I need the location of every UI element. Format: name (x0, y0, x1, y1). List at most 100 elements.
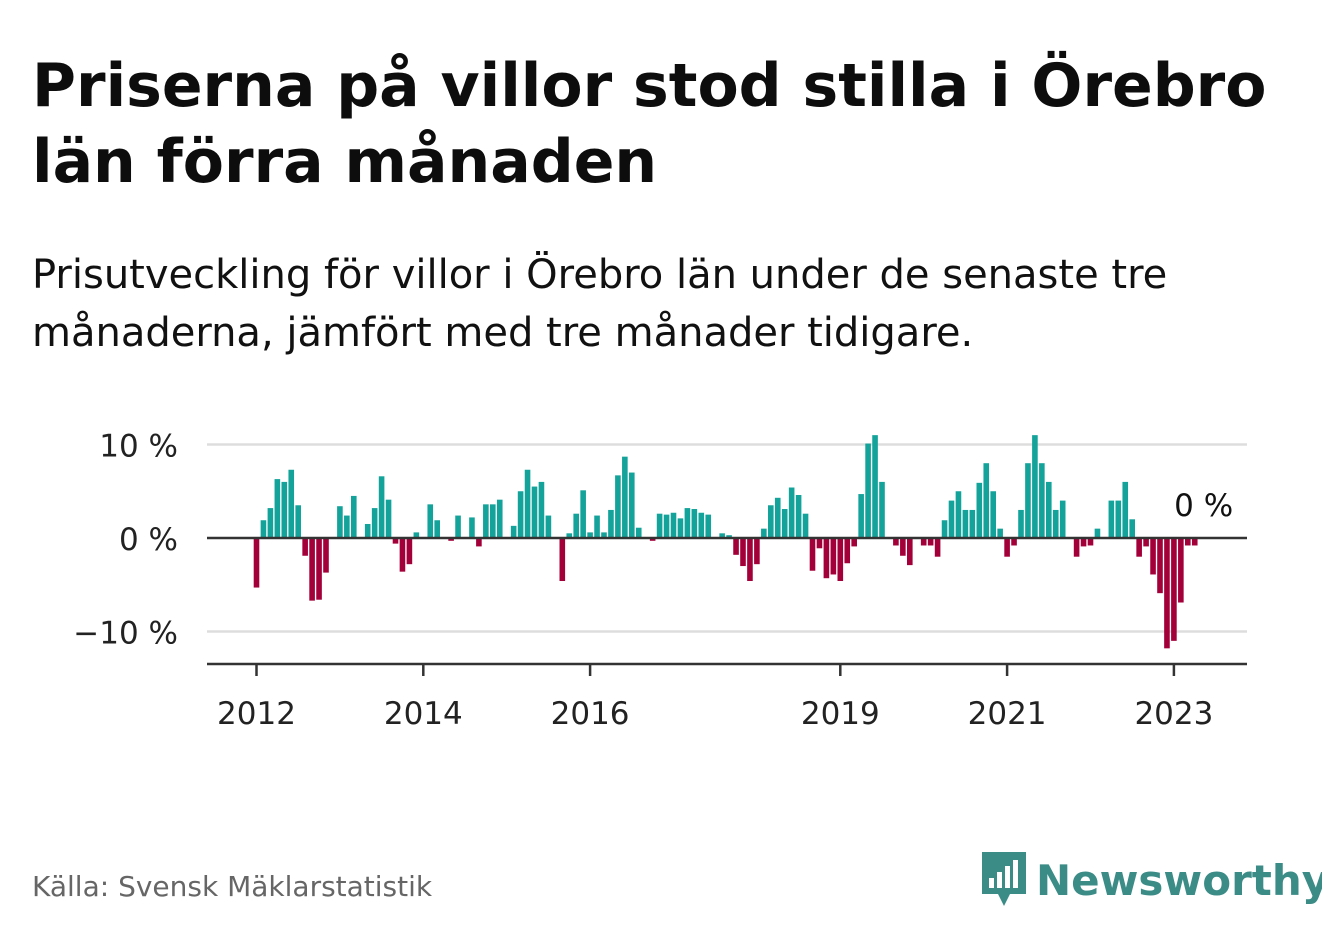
bar (1046, 481, 1052, 538)
bar (455, 515, 461, 538)
bar (490, 504, 496, 538)
bar (573, 513, 579, 538)
bar (351, 495, 357, 538)
bar (830, 538, 837, 575)
bar (802, 513, 809, 538)
bar (774, 497, 781, 538)
bar (781, 509, 788, 538)
bar (302, 538, 308, 556)
bar (955, 491, 962, 538)
bar (962, 509, 969, 538)
bar (788, 487, 795, 538)
bar (295, 505, 301, 538)
bar (761, 528, 767, 538)
bar (448, 538, 454, 541)
bar (1039, 463, 1045, 538)
x-tick-label: 2023 (1134, 696, 1213, 732)
bar (795, 494, 802, 538)
bar (983, 463, 990, 538)
bar (635, 527, 642, 538)
bar (934, 538, 941, 557)
bar (941, 520, 948, 538)
bar (316, 538, 322, 600)
bar (1143, 538, 1149, 547)
bar (684, 508, 691, 538)
chart-title: Priserna på villor stod stilla i Örebro … (32, 51, 1267, 197)
bar (663, 514, 670, 539)
bar (698, 512, 705, 538)
bar (900, 538, 906, 556)
bar (670, 512, 677, 538)
newsworthy-logo-icon (982, 852, 1026, 906)
brand-logo: Newsworthy (980, 850, 1322, 910)
bar (740, 538, 746, 567)
bar (816, 538, 823, 549)
bar (580, 490, 586, 538)
bar (476, 538, 482, 547)
bar (483, 504, 489, 538)
bar (990, 491, 996, 538)
bar (1011, 538, 1017, 546)
bar (997, 528, 1003, 538)
chart-subtitle: Prisutveckling för villor i Örebro län u… (32, 252, 1168, 356)
bar (622, 456, 628, 538)
bar (559, 538, 566, 582)
bar (1080, 538, 1087, 547)
bar (615, 475, 621, 538)
bar (274, 479, 281, 538)
bar (392, 538, 399, 544)
bar (649, 538, 656, 541)
x-tick-label: 2014 (384, 696, 463, 732)
gridlines (207, 443, 1247, 633)
bar (1004, 538, 1010, 557)
bar (733, 538, 739, 555)
bar (823, 538, 830, 579)
bar (726, 535, 732, 538)
bar (281, 481, 288, 538)
x-tick-label: 2016 (551, 696, 630, 732)
bar (364, 523, 371, 538)
bar (288, 469, 295, 538)
bar (587, 532, 593, 538)
source-note: Källa: Svensk Mäklarstatistik (32, 870, 433, 903)
bar (629, 472, 635, 538)
bar (1018, 509, 1024, 538)
bar (872, 435, 878, 538)
bar (809, 538, 816, 571)
bar (594, 515, 600, 538)
bar (1129, 519, 1135, 538)
bar (1094, 528, 1101, 538)
bar (260, 520, 267, 538)
x-tick-label: 2012 (217, 696, 296, 732)
bar (1087, 538, 1094, 546)
bar (747, 538, 753, 582)
bar (538, 481, 545, 538)
y-tick-label: 10 % (99, 429, 178, 465)
bar (510, 525, 517, 538)
bar (385, 499, 392, 538)
bar (1178, 538, 1184, 603)
bar (434, 520, 440, 538)
bar (1157, 538, 1163, 594)
bar (858, 494, 864, 538)
bar (1059, 500, 1066, 538)
bar (754, 538, 760, 565)
bar (927, 538, 934, 546)
bar (1073, 538, 1080, 557)
bar (337, 506, 343, 538)
bar (656, 513, 663, 538)
bar (851, 538, 857, 547)
y-tick-label: 0 % (119, 522, 178, 558)
bar (566, 533, 573, 538)
bar (976, 482, 983, 538)
bar (948, 500, 955, 538)
bar (844, 538, 851, 564)
bar (920, 538, 927, 546)
bar (1191, 538, 1198, 546)
bar (378, 476, 385, 538)
bar-chart: 10 % 0 % −10 % 2012 2014 2016 2019 2021 2023 0 % (73, 429, 1247, 732)
bar (1185, 538, 1191, 546)
bar (1052, 509, 1059, 538)
bar (1122, 481, 1129, 538)
bar (601, 532, 607, 538)
